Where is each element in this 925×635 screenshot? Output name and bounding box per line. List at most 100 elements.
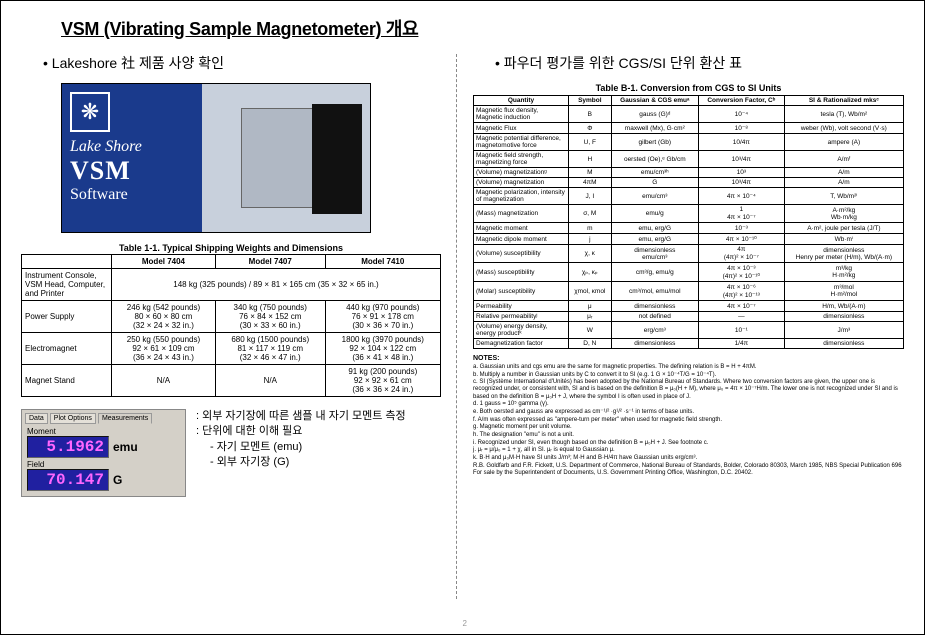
row-cell: G <box>611 178 698 188</box>
ls-line2: VSM <box>70 156 194 186</box>
row-cell: (Volume) susceptibility <box>474 245 569 263</box>
table-row: Magnetic field strength, magnetizing for… <box>474 151 904 168</box>
row-cell: emu, erg/G <box>611 223 698 234</box>
table-row: Magnetic dipole momentjemu, erg/G4π × 10… <box>474 234 904 245</box>
row-cell: D, N <box>569 339 612 349</box>
note-line4: - 외부 자기장 (G) <box>210 455 406 470</box>
columns: Lakeshore 社 제품 사양 확인 ❋ Lake Shore VSM So… <box>1 49 924 599</box>
row-cell: dimensionless <box>611 339 698 349</box>
row-cell: (Molar) susceptibility <box>474 282 569 301</box>
table-row: (Volume) susceptibilityχ, κdimensionless… <box>474 245 904 263</box>
note-line3: - 자기 모멘트 (emu) <box>210 440 406 455</box>
row-cell: H <box>569 151 612 168</box>
credit-line: R.B. Goldfarb and F.R. Fickett, U.S. Dep… <box>473 463 904 477</box>
row-cell: maxwell (Mx), G·cm² <box>611 123 698 134</box>
row-cell: μ <box>569 301 612 312</box>
row-cell: 4π × 10⁻¹⁰ <box>698 234 784 245</box>
left-bullet: Lakeshore 社 제품 사양 확인 <box>43 53 441 73</box>
table-row: Magnetic potential difference, magnetomo… <box>474 134 904 151</box>
note-line: f. A/m was often expressed as "ampere-tu… <box>473 417 904 424</box>
row-cell: 10⁻³ <box>698 223 784 234</box>
tab-plot-options[interactable]: Plot Options <box>50 413 96 424</box>
table-row: Instrument Console, VSM Head, Computer, … <box>22 269 441 301</box>
row-cell: gauss (G)ᵈ <box>611 106 698 123</box>
table-row: Magnetic FluxΦmaxwell (Mx), G·cm²10⁻⁸web… <box>474 123 904 134</box>
table-row: Permeabilityμdimensionless4π × 10⁻⁷H/m, … <box>474 301 904 312</box>
tb1-caption: Table B-1. Conversion from CGS to SI Uni… <box>473 83 904 93</box>
column-divider <box>456 54 458 599</box>
right-bullet: 파우더 평가를 위한 CGS/SI 단위 환산 표 <box>495 53 904 73</box>
row-cell: A·m²/kg Wb·m/kg <box>784 205 903 223</box>
table-row: (Volume) magnetizationᵍMemu/cm³ʰ10³A/m <box>474 168 904 178</box>
row-cell: W <box>569 322 612 339</box>
note-line: h. The designation "emu" is not a unit. <box>473 432 904 439</box>
ls-line3: Software <box>70 186 194 204</box>
row-cell: J, I <box>569 188 612 205</box>
conversion-table: QuantitySymbolGaussian & CGS emuᵃConvers… <box>473 95 904 349</box>
right-column: 파우더 평가를 위한 CGS/SI 단위 환산 표 Table B-1. Con… <box>473 49 904 599</box>
page-number: 2 <box>463 619 467 628</box>
table-row: Magnetic flux density, Magnetic inductio… <box>474 106 904 123</box>
table-row: (Mass) magnetizationσ, Memu/g1 4π × 10⁻⁷… <box>474 205 904 223</box>
row-cell: 10³/4π <box>698 178 784 188</box>
row-label: Instrument Console, VSM Head, Computer, … <box>22 269 112 301</box>
tab-data[interactable]: Data <box>25 413 48 424</box>
tb1-header: Conversion Factor, Cᵇ <box>698 96 784 106</box>
lakeshore-logo-icon: ❋ <box>70 92 110 132</box>
field-label: Field <box>27 460 180 469</box>
table-row: Magnetic polarization, intensity of magn… <box>474 188 904 205</box>
row-cell: M <box>569 168 612 178</box>
shipping-table: Model 7404Model 7407Model 7410 Instrumen… <box>21 254 441 397</box>
note-line: e. Both oersted and gauss are expressed … <box>473 409 904 416</box>
row-cell: j <box>569 234 612 245</box>
row-cell: — <box>698 312 784 322</box>
row-cell: erg/cm³ <box>611 322 698 339</box>
row-cell: 10⁻¹ <box>698 322 784 339</box>
note-line: a. Gaussian units and cgs emu are the sa… <box>473 364 904 371</box>
row-cell: (Mass) susceptibility <box>474 263 569 282</box>
row-cell: Demagnetization factor <box>474 339 569 349</box>
row-cell: 4π × 10⁻⁴ <box>698 188 784 205</box>
table-row: Relative permeabilityʲμᵣnot defined—dime… <box>474 312 904 322</box>
moment-unit: emu <box>113 440 138 454</box>
row-cell: 10⁻⁸ <box>698 123 784 134</box>
row-cell: N/A <box>112 365 216 397</box>
row-cell: 91 kg (200 pounds) 92 × 92 × 61 cm (36 ×… <box>325 365 440 397</box>
tb1-header: Symbol <box>569 96 612 106</box>
row-cell: 4πM <box>569 178 612 188</box>
t1-header: Model 7404 <box>112 255 216 269</box>
conversion-notes: NOTES: a. Gaussian units and cgs emu are… <box>473 355 904 477</box>
lakeshore-card: ❋ Lake Shore VSM Software <box>61 83 371 233</box>
note-line1: : 외부 자기장에 따른 샘플 내 자기 모멘트 측정 <box>196 409 406 424</box>
row-label: Electromagnet <box>22 333 112 365</box>
row-cell: emu/g <box>611 205 698 223</box>
tb1-header: SI & Rationalized mksᶜ <box>784 96 903 106</box>
row-cell: ampere (A) <box>784 134 903 151</box>
equipment-image <box>202 84 370 232</box>
row-cell: 340 kg (750 pounds) 76 × 84 × 152 cm (30… <box>215 301 325 333</box>
row-cell: μᵣ <box>569 312 612 322</box>
row-cell: T, Wb/m²ⁱ <box>784 188 903 205</box>
row-cell: 4π × 10⁻⁷ <box>698 301 784 312</box>
row-cell: Magnetic moment <box>474 223 569 234</box>
tb1-header: Quantity <box>474 96 569 106</box>
row-cell: 250 kg (550 pounds) 92 × 61 × 109 cm (36… <box>112 333 216 365</box>
row-label: Magnet Stand <box>22 365 112 397</box>
moment-value: 5.1962 <box>27 436 109 458</box>
row-cell: 10/4π <box>698 134 784 151</box>
table-row: Magnet StandN/AN/A91 kg (200 pounds) 92 … <box>22 365 441 397</box>
row-cell: Wb·mⁱ <box>784 234 903 245</box>
row-cell: Magnetic potential difference, magnetomo… <box>474 134 569 151</box>
row-cell: Relative permeabilityʲ <box>474 312 569 322</box>
row-cell: tesla (T), Wb/m² <box>784 106 903 123</box>
table-row: Electromagnet250 kg (550 pounds) 92 × 61… <box>22 333 441 365</box>
row-cell: χₚ, κₚ <box>569 263 612 282</box>
row-cell: Magnetic polarization, intensity of magn… <box>474 188 569 205</box>
row-cell: dimensionless Henry per meter (H/m), Wb/… <box>784 245 903 263</box>
row-cell: emu/cm³ʰ <box>611 168 698 178</box>
tab-measurements[interactable]: Measurements <box>98 413 152 424</box>
row-cell: 440 kg (970 pounds) 76 × 91 × 178 cm (30… <box>325 301 440 333</box>
row-cell: dimensionless <box>784 312 903 322</box>
row-cell: H/m, Wb/(A·m) <box>784 301 903 312</box>
note-line: d. 1 gauss = 10⁵ gamma (γ). <box>473 401 904 408</box>
